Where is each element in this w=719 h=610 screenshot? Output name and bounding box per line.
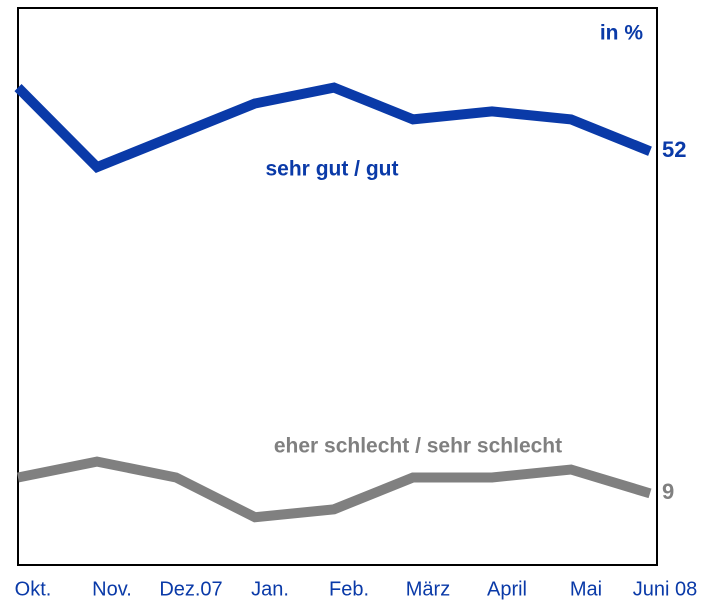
x-tick-label: Nov.	[92, 578, 132, 600]
x-tick-label: Feb.	[329, 578, 369, 600]
x-tick-label: Dez.07	[159, 578, 222, 600]
plot-frame	[17, 7, 658, 566]
x-tick-label: März	[406, 578, 450, 600]
series-line	[17, 456, 652, 523]
x-tick-label: April	[487, 578, 527, 600]
series-line	[14, 82, 652, 174]
series-label: sehr gut / gut	[266, 158, 399, 181]
x-tick-label: Juni 08	[633, 578, 698, 600]
unit-label: in %	[600, 22, 643, 45]
x-tick-label: Mai	[570, 578, 602, 600]
x-tick-label: Jan.	[251, 578, 289, 600]
x-tick-label: Okt.	[15, 578, 52, 600]
end-value-label: 9	[662, 479, 674, 504]
end-value-label: 52	[662, 137, 686, 162]
series-label: eher schlecht / sehr schlecht	[274, 435, 562, 458]
